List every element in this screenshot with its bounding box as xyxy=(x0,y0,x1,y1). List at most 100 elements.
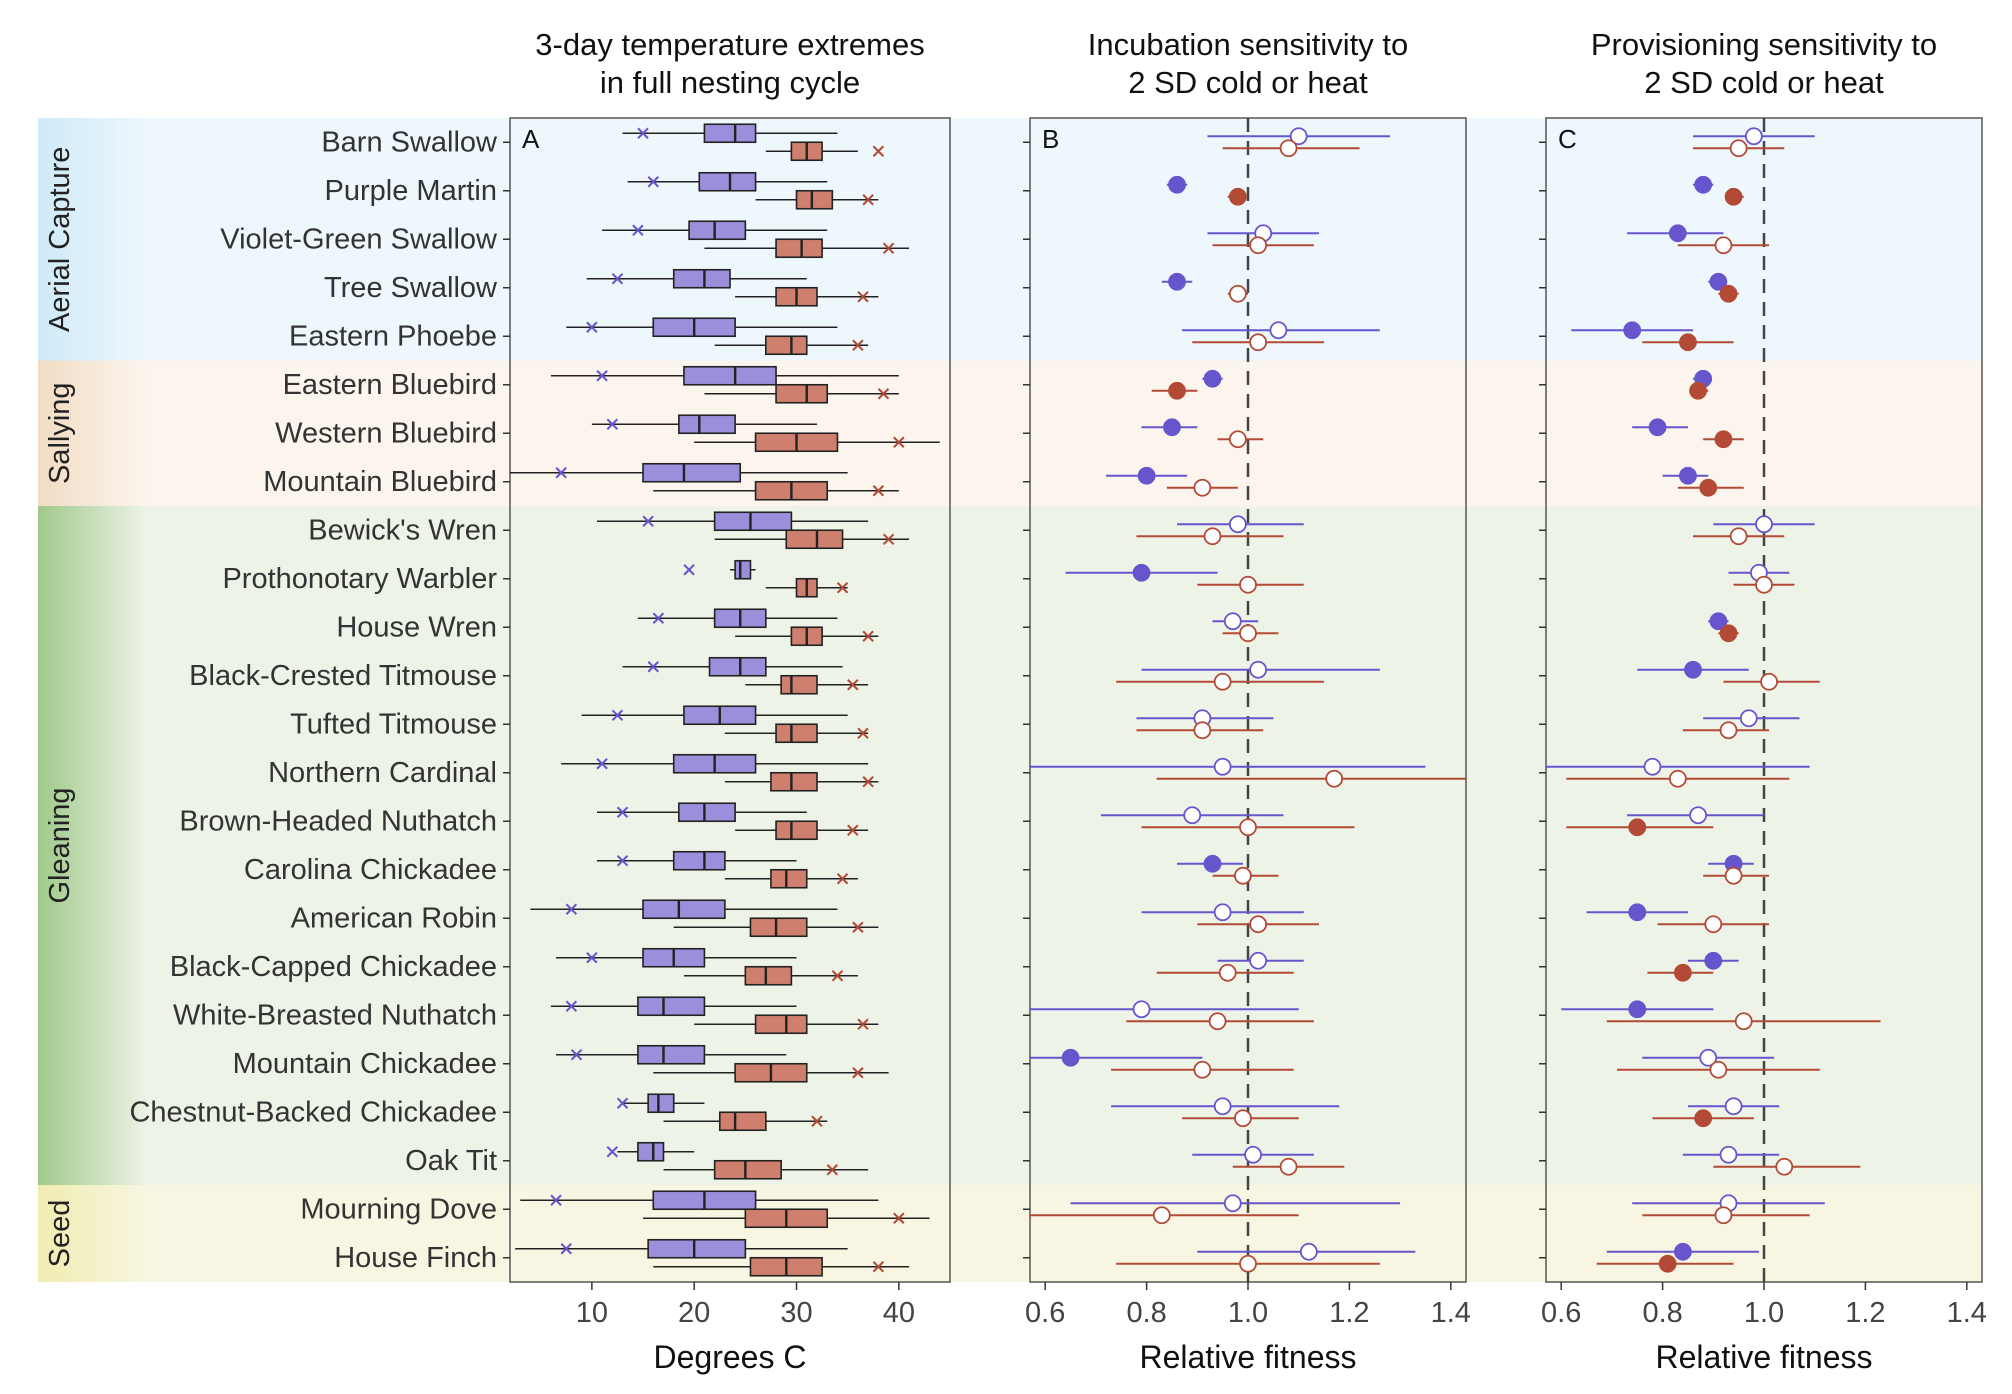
estimate-heat xyxy=(1227,284,1248,303)
estimate-point xyxy=(1183,806,1202,825)
box-iqr xyxy=(647,1238,747,1259)
extreme-marker xyxy=(811,1115,823,1127)
box-iqr xyxy=(734,559,752,580)
extreme-marker xyxy=(616,855,629,867)
estimate-heat xyxy=(1156,963,1294,982)
estimate-heat xyxy=(1217,430,1264,449)
estimate-point xyxy=(1239,575,1257,594)
estimate-point xyxy=(1244,1145,1262,1164)
box-iqr xyxy=(637,1044,706,1065)
estimate-cold xyxy=(1202,369,1223,388)
estimate-cold xyxy=(1070,1194,1401,1213)
estimate-heat xyxy=(1192,333,1325,352)
estimate-point xyxy=(1668,769,1687,788)
estimate-cold xyxy=(1708,854,1754,873)
species-label: Chestnut-Backed Chickadee xyxy=(129,1096,497,1128)
box-iqr xyxy=(718,1111,767,1132)
estimate-heat xyxy=(1652,1109,1754,1128)
species-label: Violet-Green Swallow xyxy=(220,223,498,255)
box-cold xyxy=(586,268,807,289)
species-label: Bewick's Wren xyxy=(308,514,497,546)
estimate-point xyxy=(1704,951,1723,970)
box-cold xyxy=(596,511,869,532)
extreme-marker xyxy=(611,709,624,721)
species-label: Mountain Chickadee xyxy=(233,1048,497,1080)
estimate-cold xyxy=(1642,1048,1775,1067)
box-iqr xyxy=(770,771,818,792)
estimate-point xyxy=(1755,515,1773,534)
panel-letter: B xyxy=(1042,124,1059,154)
estimate-point xyxy=(1132,563,1151,582)
extreme-marker xyxy=(683,564,695,576)
extreme-marker xyxy=(862,194,874,206)
box-iqr xyxy=(672,268,731,289)
estimate-point xyxy=(1289,127,1308,146)
estimate-point xyxy=(1724,1097,1743,1116)
estimate-cold xyxy=(1546,757,1810,776)
species-label: Northern Cardinal xyxy=(268,757,497,789)
estimate-point xyxy=(1673,1242,1692,1261)
box-iqr xyxy=(642,899,726,920)
estimate-cold xyxy=(1632,418,1688,437)
estimate-heat xyxy=(1136,721,1264,740)
extreme-marker xyxy=(606,1146,619,1158)
extreme-marker xyxy=(852,339,864,351)
estimate-heat xyxy=(1126,1012,1314,1031)
estimate-point xyxy=(1709,272,1728,291)
box-cold xyxy=(627,171,828,192)
estimate-cold xyxy=(1207,127,1390,146)
box-iqr xyxy=(678,802,736,823)
estimate-cold xyxy=(1136,709,1274,728)
box-heat xyxy=(663,1111,828,1132)
x-axis-label: Degrees C xyxy=(654,1339,807,1375)
box-heat xyxy=(735,626,879,647)
estimate-cold xyxy=(1708,272,1728,291)
box-iqr xyxy=(765,335,808,356)
estimate-point xyxy=(1658,1254,1677,1273)
box-heat xyxy=(704,383,899,404)
estimate-point xyxy=(1239,818,1257,837)
box-heat xyxy=(724,723,869,744)
extreme-marker xyxy=(565,903,578,915)
species-label: House Wren xyxy=(336,611,497,643)
estimate-cold xyxy=(1197,1242,1416,1261)
extreme-marker xyxy=(560,1243,572,1255)
box-iqr xyxy=(672,850,726,871)
box-iqr xyxy=(708,656,767,677)
group-label: Sallying xyxy=(44,382,76,484)
x-tick-label: 20 xyxy=(678,1297,710,1329)
box-iqr xyxy=(749,917,808,938)
panel-a: A 10 20 30 40 Degrees C xyxy=(503,117,951,1375)
estimate-point xyxy=(1228,515,1247,534)
box-iqr xyxy=(637,996,706,1017)
species-label: Carolina Chickadee xyxy=(244,854,497,886)
estimate-cold xyxy=(1106,466,1188,485)
extreme-marker xyxy=(831,970,844,982)
estimate-point xyxy=(1755,575,1773,594)
extreme-marker xyxy=(893,1212,905,1224)
estimate-point xyxy=(1213,903,1232,922)
box-cold xyxy=(581,705,848,726)
estimate-heat xyxy=(1212,866,1279,885)
estimate-cold xyxy=(1030,1000,1299,1019)
extreme-marker xyxy=(882,242,895,254)
estimate-point xyxy=(1643,757,1662,776)
panel-title: 3-day temperature extremes xyxy=(535,27,924,62)
estimate-point xyxy=(1168,175,1186,194)
estimate-cold xyxy=(1111,1097,1340,1116)
estimate-point xyxy=(1203,527,1222,546)
box-cold xyxy=(561,753,869,774)
panel-frame xyxy=(509,117,951,1283)
estimate-point xyxy=(1228,284,1247,303)
box-cold xyxy=(550,365,899,386)
box-cold xyxy=(566,317,838,338)
x-tick-label: 0.8 xyxy=(1642,1297,1682,1329)
extreme-marker xyxy=(616,806,629,818)
estimate-heat xyxy=(1723,672,1820,691)
estimate-point xyxy=(1668,224,1687,243)
box-heat xyxy=(765,577,849,598)
estimate-point xyxy=(1234,866,1252,885)
extreme-marker xyxy=(652,612,665,624)
estimate-point xyxy=(1689,381,1707,400)
estimate-point xyxy=(1218,963,1237,982)
